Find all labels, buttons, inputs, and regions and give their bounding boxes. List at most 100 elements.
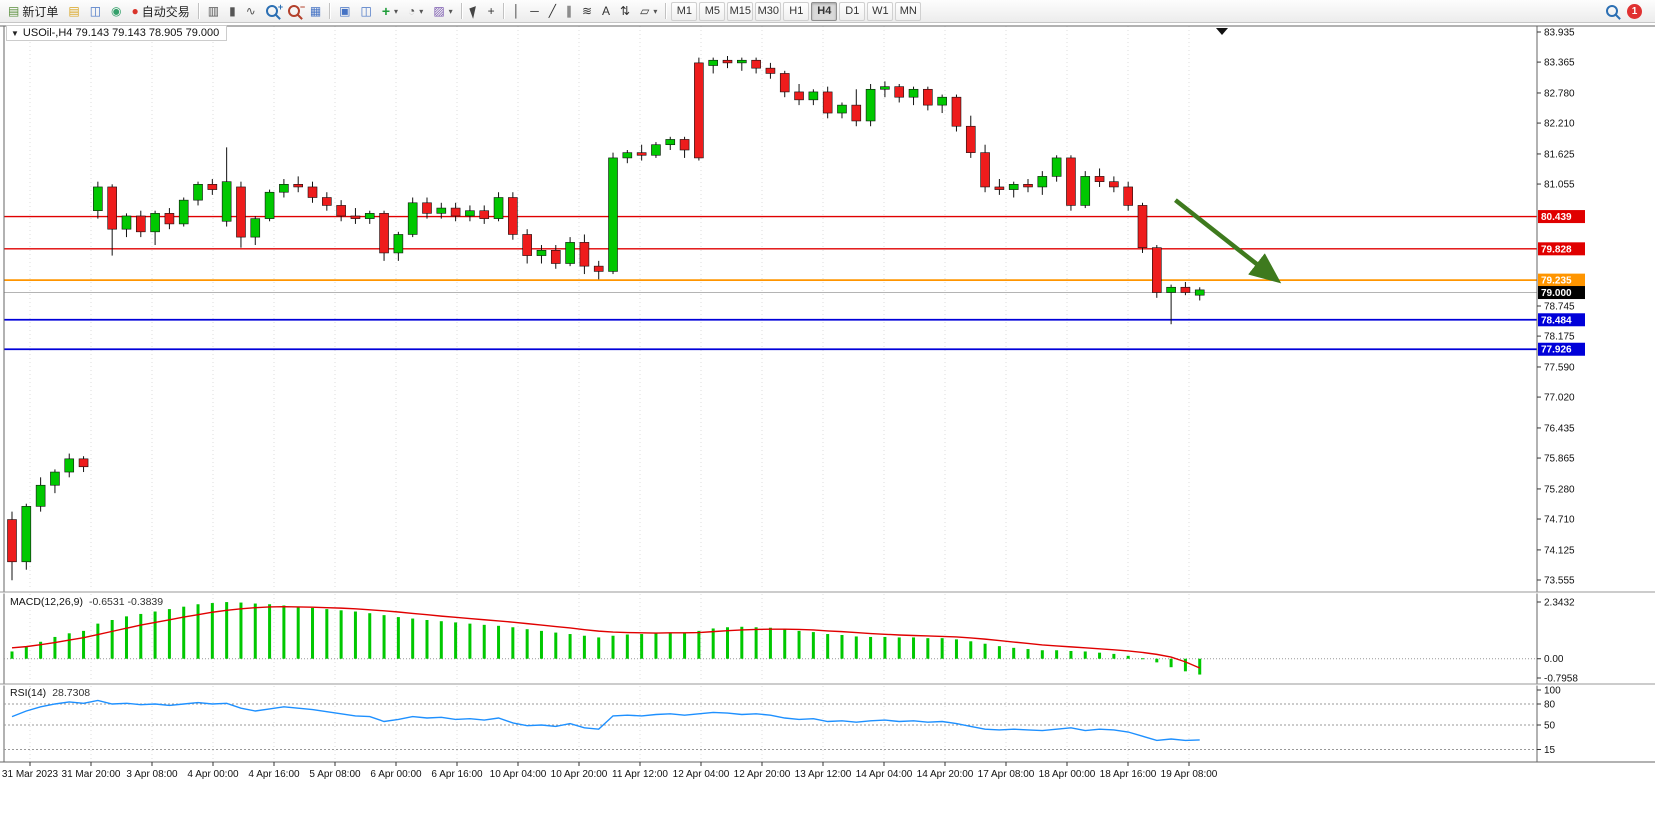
rsi-axis-label: 50 bbox=[1544, 721, 1556, 732]
tile-windows-icon[interactable]: ▣ bbox=[334, 0, 355, 22]
vertical-line-button[interactable]: │ bbox=[508, 0, 526, 22]
macd-histogram-bar bbox=[425, 619, 429, 659]
cascade-windows-icon-icon: ◫ bbox=[360, 4, 372, 18]
new-order-button[interactable]: ▤ 新订单 bbox=[3, 0, 63, 22]
line-chart-icon[interactable]: ∿ bbox=[241, 0, 261, 22]
price-axis-label: 78.175 bbox=[1544, 332, 1575, 343]
candle-down bbox=[508, 197, 518, 235]
candle-down bbox=[1066, 157, 1076, 206]
quick-trade-dropdown-icon[interactable]: ▼ bbox=[11, 28, 19, 38]
price-axis-label: 82.780 bbox=[1544, 88, 1575, 99]
horizontal-line-button[interactable]: ─ bbox=[525, 0, 544, 22]
market-watch-icon[interactable]: ◫ bbox=[85, 0, 106, 22]
toolbar-separator bbox=[460, 3, 463, 19]
candle-down bbox=[522, 234, 532, 256]
zoom-in-icon[interactable]: + bbox=[261, 0, 283, 22]
text-tool-button[interactable]: A bbox=[597, 0, 615, 22]
candle-up bbox=[436, 207, 447, 214]
price-line-badge-label: 79.000 bbox=[1541, 288, 1572, 299]
vertical-line-icon: │ bbox=[512, 4, 521, 18]
notification-badge[interactable]: 1 bbox=[1627, 3, 1642, 19]
timeframe-m30-button[interactable]: M30 bbox=[755, 1, 782, 21]
timeframe-mn-button[interactable]: MN bbox=[895, 1, 922, 21]
price-chart: 83.935 83.365 82.780 82.210 81.625 81.055 78.7… bbox=[0, 25, 1655, 780]
price-line-badge bbox=[1538, 313, 1585, 327]
candle-down bbox=[336, 205, 346, 217]
macd-histogram-bar bbox=[182, 606, 186, 659]
fibonacci-button[interactable]: ≋ bbox=[577, 0, 597, 22]
indicators-button[interactable]: + ▾ bbox=[377, 0, 403, 22]
timeframe-m5-button[interactable]: M5 bbox=[699, 1, 726, 21]
shapes-button[interactable]: ▱ ▾ bbox=[635, 0, 662, 22]
macd-histogram-bar bbox=[253, 603, 257, 659]
price-axis-label: 73.555 bbox=[1544, 576, 1575, 587]
time-axis-label: 12 Apr 20:00 bbox=[734, 769, 791, 780]
fibonacci-icon: ≋ bbox=[581, 4, 592, 18]
timeframe-d1-button[interactable]: D1 bbox=[839, 1, 866, 21]
chevron-down-icon: ▾ bbox=[394, 6, 399, 16]
new-order-icon: ▤ bbox=[8, 4, 20, 18]
price-line-badge bbox=[1538, 273, 1585, 287]
candle-up bbox=[178, 199, 189, 225]
timeframe-m1-button[interactable]: M1 bbox=[671, 1, 698, 21]
charts-profile-icon[interactable]: ▤ bbox=[63, 0, 84, 22]
symbol-search-icon[interactable] bbox=[1601, 0, 1623, 22]
bars-chart-icon[interactable]: ▥ bbox=[203, 0, 224, 22]
candle-up bbox=[665, 139, 676, 146]
macd-histogram-bar bbox=[368, 613, 372, 659]
crosshair-button[interactable]: + bbox=[483, 0, 500, 22]
candlestick-chart-icon[interactable]: ▮ bbox=[224, 0, 241, 22]
crosshair-icon: + bbox=[487, 4, 495, 18]
macd-histogram-bar bbox=[1098, 652, 1102, 659]
timeframe-h4-button[interactable]: H4 bbox=[811, 1, 838, 21]
macd-histogram-bar bbox=[296, 606, 300, 659]
trend-arrow-annotation[interactable] bbox=[1174, 198, 1282, 284]
time-axis-label: 19 Apr 08:00 bbox=[1161, 769, 1218, 780]
zoom-out-icon[interactable]: − bbox=[283, 0, 305, 22]
periods-icon: ◔ bbox=[408, 4, 416, 18]
candlestick-chart-icon-icon: ▮ bbox=[229, 4, 236, 18]
time-axis-label: 4 Apr 00:00 bbox=[187, 769, 239, 780]
macd-histogram-bar bbox=[969, 641, 973, 659]
candle-up bbox=[64, 458, 75, 473]
price-axis-label: 76.435 bbox=[1544, 423, 1575, 434]
price-line-badge-label: 79.828 bbox=[1541, 244, 1572, 255]
candle-up bbox=[407, 202, 418, 235]
macd-histogram-bar bbox=[210, 603, 214, 659]
channel-button[interactable]: ∥ bbox=[561, 0, 577, 22]
macd-histogram-bar bbox=[683, 633, 687, 659]
macd-histogram-bar bbox=[24, 646, 28, 659]
macd-histogram-bar bbox=[311, 607, 315, 659]
macd-histogram-bar bbox=[454, 622, 458, 659]
time-axis-label: 4 Apr 16:00 bbox=[248, 769, 300, 780]
candle-up bbox=[565, 242, 575, 264]
trendline-button[interactable]: ╱ bbox=[544, 0, 561, 22]
candle-up bbox=[622, 152, 633, 159]
timeframe-h1-button[interactable]: H1 bbox=[783, 1, 810, 21]
arrows-tool-button[interactable]: ⇅ bbox=[615, 0, 635, 22]
time-axis-label: 18 Apr 00:00 bbox=[1039, 769, 1096, 780]
autotrading-button[interactable]: ● 自动交易 bbox=[127, 0, 195, 22]
candle-down bbox=[894, 86, 905, 98]
templates-button[interactable]: ▨ ▾ bbox=[428, 0, 457, 22]
candle-down bbox=[1180, 286, 1191, 293]
time-axis-label: 18 Apr 16:00 bbox=[1100, 769, 1157, 780]
cursor-glyph-icon bbox=[469, 5, 480, 19]
cascade-windows-icon[interactable]: ◫ bbox=[356, 0, 377, 22]
time-axis-label: 17 Apr 08:00 bbox=[978, 769, 1035, 780]
macd-histogram-bar bbox=[883, 636, 887, 659]
chart-shift-marker[interactable] bbox=[1216, 28, 1228, 35]
price-axis-label: 81.625 bbox=[1544, 149, 1575, 160]
rsi-axis-label: 15 bbox=[1544, 745, 1556, 756]
time-axis-label: 31 Mar 20:00 bbox=[62, 769, 121, 780]
chevron-down-icon: ▾ bbox=[448, 6, 453, 16]
autotrading-button-label: 自动交易 bbox=[141, 4, 190, 19]
timeframe-w1-button[interactable]: W1 bbox=[867, 1, 894, 21]
periods-button[interactable]: ◔ ▾ bbox=[403, 0, 428, 22]
grid-icon[interactable]: ▦ bbox=[305, 0, 326, 22]
candle-down bbox=[694, 62, 704, 159]
cursor-button[interactable] bbox=[466, 0, 483, 22]
symbol-info-box[interactable]: ▼ USOil-,H4 79.143 79.143 78.905 79.000 bbox=[6, 25, 228, 41]
timeframe-m15-button[interactable]: M15 bbox=[727, 1, 754, 21]
navigator-icon[interactable]: ◉ bbox=[106, 0, 126, 22]
